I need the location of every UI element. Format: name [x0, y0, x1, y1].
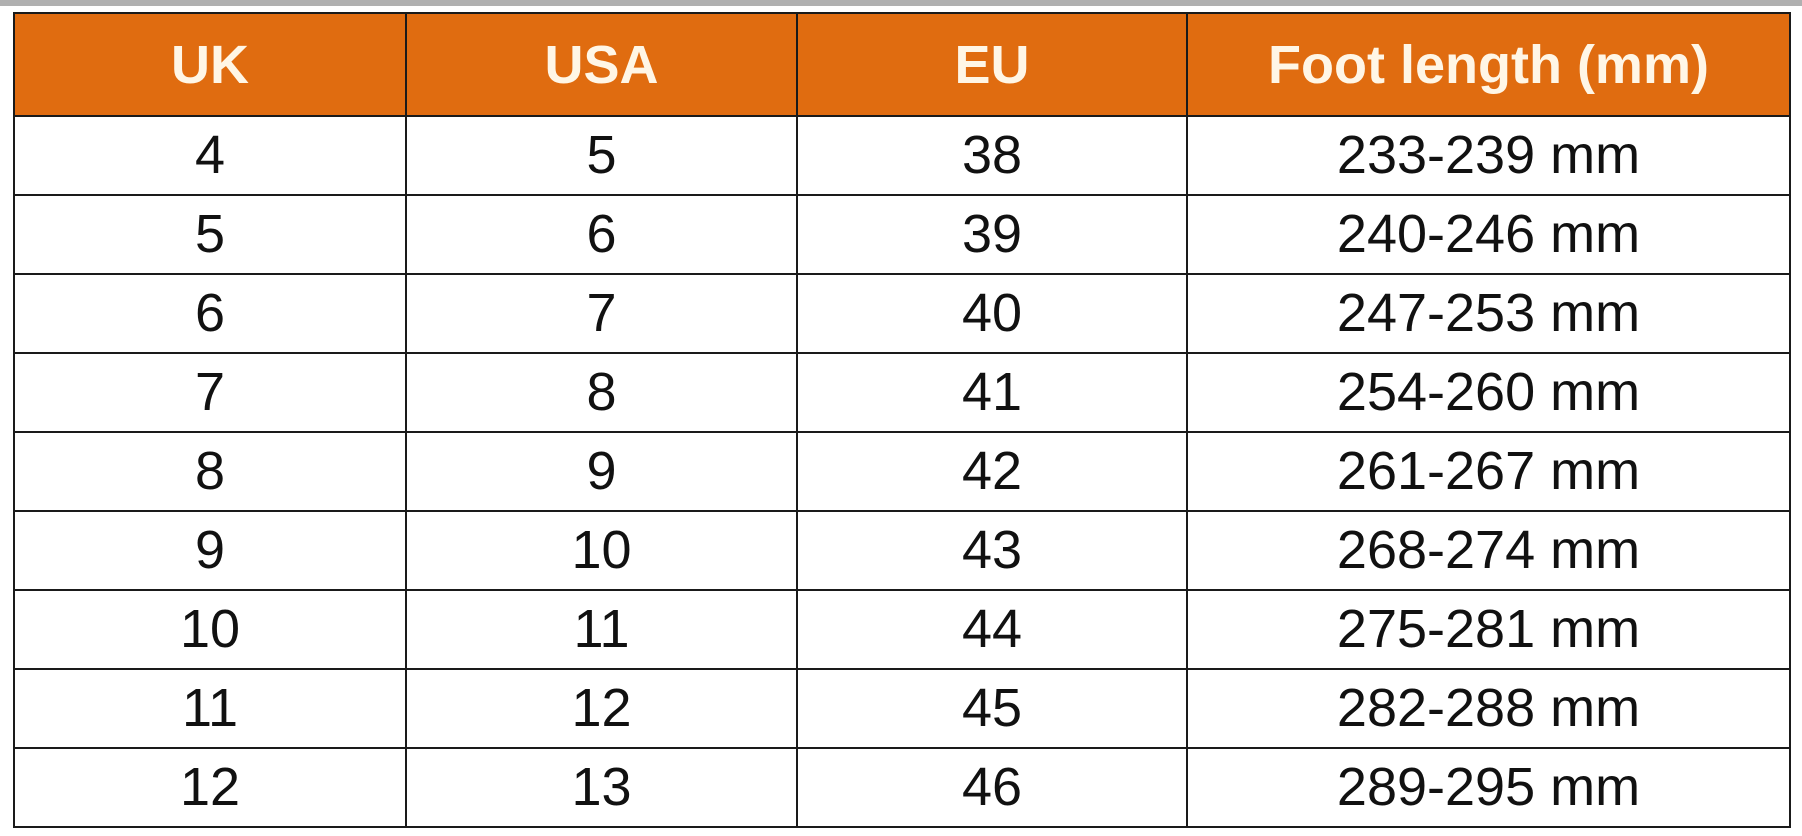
table-row: 4 5 38 233-239 mm: [13, 115, 1791, 196]
cell-foot-length: 233-239 mm: [1186, 115, 1791, 196]
cell-foot-length: 240-246 mm: [1186, 194, 1791, 275]
cell-eu: 38: [796, 115, 1188, 196]
header-foot-length: Foot length (mm): [1186, 12, 1791, 117]
header-usa: USA: [405, 12, 798, 117]
cell-foot-length: 247-253 mm: [1186, 273, 1791, 354]
cell-foot-length: 289-295 mm: [1186, 747, 1791, 828]
cell-foot-length: 261-267 mm: [1186, 431, 1791, 512]
table-row: 6 7 40 247-253 mm: [13, 273, 1791, 354]
shoe-size-table: UK USA EU Foot length (mm) 4 5 38 233-239 m…: [13, 12, 1791, 828]
cell-usa: 11: [405, 589, 798, 670]
cell-eu: 39: [796, 194, 1188, 275]
table-row: 7 8 41 254-260 mm: [13, 352, 1791, 433]
cell-eu: 45: [796, 668, 1188, 749]
cell-usa: 7: [405, 273, 798, 354]
header-row: UK USA EU Foot length (mm): [13, 12, 1791, 117]
cell-usa: 5: [405, 115, 798, 196]
cell-uk: 11: [13, 668, 407, 749]
cell-foot-length: 254-260 mm: [1186, 352, 1791, 433]
cell-uk: 12: [13, 747, 407, 828]
table-row: 12 13 46 289-295 mm: [13, 747, 1791, 828]
cell-foot-length: 275-281 mm: [1186, 589, 1791, 670]
cell-uk: 7: [13, 352, 407, 433]
cell-eu: 42: [796, 431, 1188, 512]
table-row: 5 6 39 240-246 mm: [13, 194, 1791, 275]
cell-uk: 8: [13, 431, 407, 512]
header-uk: UK: [13, 12, 407, 117]
cell-usa: 8: [405, 352, 798, 433]
cell-uk: 6: [13, 273, 407, 354]
cell-eu: 41: [796, 352, 1188, 433]
cell-uk: 5: [13, 194, 407, 275]
cell-usa: 6: [405, 194, 798, 275]
table-row: 10 11 44 275-281 mm: [13, 589, 1791, 670]
cell-eu: 46: [796, 747, 1188, 828]
cell-foot-length: 282-288 mm: [1186, 668, 1791, 749]
cell-usa: 9: [405, 431, 798, 512]
table-row: 9 10 43 268-274 mm: [13, 510, 1791, 591]
cell-usa: 12: [405, 668, 798, 749]
top-bar: [0, 0, 1802, 6]
cell-eu: 43: [796, 510, 1188, 591]
cell-eu: 44: [796, 589, 1188, 670]
table-row: 8 9 42 261-267 mm: [13, 431, 1791, 512]
cell-usa: 10: [405, 510, 798, 591]
cell-usa: 13: [405, 747, 798, 828]
table-row: 11 12 45 282-288 mm: [13, 668, 1791, 749]
cell-uk: 10: [13, 589, 407, 670]
cell-eu: 40: [796, 273, 1188, 354]
cell-uk: 4: [13, 115, 407, 196]
cell-foot-length: 268-274 mm: [1186, 510, 1791, 591]
cell-uk: 9: [13, 510, 407, 591]
header-eu: EU: [796, 12, 1188, 117]
